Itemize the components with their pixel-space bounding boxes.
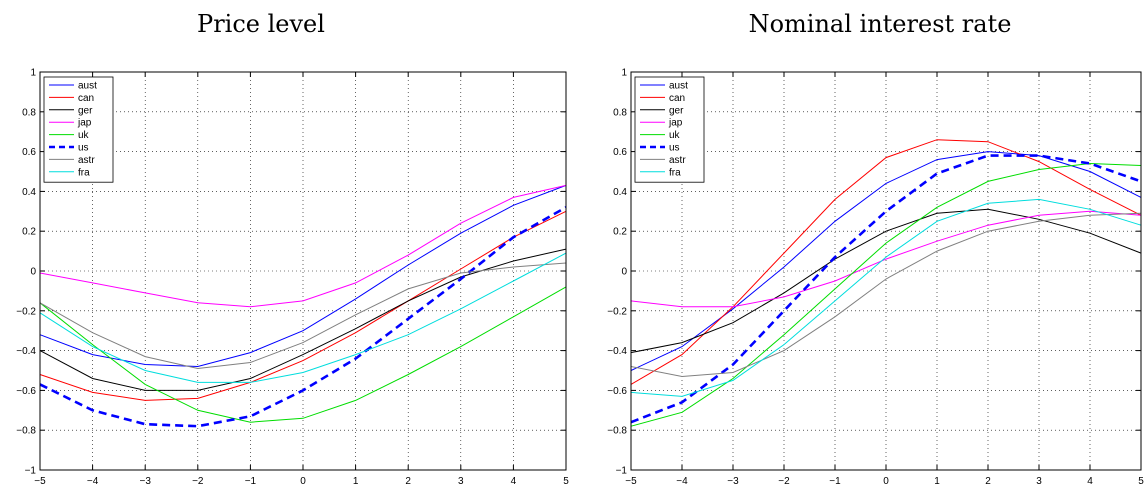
legend-label-jap: jap [77, 118, 92, 129]
legend-label-fra: fra [669, 167, 681, 178]
series-line-astr [39, 262, 567, 370]
x-tick-label: 4 [1087, 476, 1093, 487]
x-tick-label: −1 [245, 476, 257, 487]
y-tick-label: 0.4 [22, 187, 36, 198]
y-tick-label: 0.2 [22, 227, 36, 238]
legend-label-aust: aust [669, 81, 688, 92]
interest-chart: −5 −4 −3 −2 −1 0 1 2 3 4 5 −1 −0.8 −0.6 −0.4 −0.2 0 0.2 0.… [607, 68, 1144, 488]
nominal-interest-rate-title: Nominal interest rate [748, 10, 1012, 38]
x-tick-label: −2 [192, 476, 204, 487]
series-line-aust [630, 151, 1142, 371]
legend-label-uk: uk [669, 130, 681, 141]
legend-label-uk: uk [78, 130, 90, 141]
x-tick-label: 1 [353, 476, 359, 487]
y-tick-label: −0.4 [607, 346, 627, 357]
legend-label-astr: astr [78, 155, 95, 166]
x-tick-label: 3 [1036, 476, 1042, 487]
x-tick-label: −5 [625, 476, 637, 487]
legend-box [43, 76, 114, 183]
legend-label-jap: jap [668, 118, 683, 129]
legend-label-astr: astr [669, 155, 686, 166]
legend-label-can: can [78, 93, 94, 104]
y-tick-label: −0.6 [607, 386, 627, 397]
x-tick-label: −4 [676, 476, 688, 487]
series-line-ger [39, 248, 567, 391]
legend-label-ger: ger [78, 105, 93, 116]
x-tick-label: 0 [300, 476, 306, 487]
series-line-fra [39, 252, 567, 383]
y-tick-label: −0.8 [607, 426, 627, 437]
series-line-astr [630, 212, 1142, 378]
series-line-fra [630, 198, 1142, 397]
series-line-can [39, 210, 567, 401]
y-tick-label: −0.2 [16, 306, 36, 317]
x-tick-label: 4 [511, 476, 517, 487]
series-line-uk [630, 162, 1142, 427]
legend-label-us: us [78, 143, 89, 154]
axes-box [39, 71, 567, 471]
x-tick-label: 5 [563, 476, 569, 487]
x-tick-label: −4 [87, 476, 99, 487]
legend-box [634, 76, 705, 183]
series-line-jap [630, 210, 1142, 308]
series-line-us [39, 206, 567, 428]
y-tick-label: 0.6 [613, 147, 627, 158]
y-tick-label: 0.2 [613, 227, 627, 238]
y-tick-label: 0.6 [22, 147, 36, 158]
y-tick-label: 1 [621, 68, 627, 79]
y-tick-label: 0.8 [22, 107, 36, 118]
series-line-aust [39, 184, 567, 368]
x-tick-label: −5 [34, 476, 46, 487]
legend-label-fra: fra [78, 167, 90, 178]
x-tick-label: 2 [405, 476, 411, 487]
y-tick-label: −0.2 [607, 306, 627, 317]
series-line-can [630, 139, 1142, 385]
x-tick-label: 1 [934, 476, 940, 487]
y-tick-label: 0 [30, 267, 36, 278]
y-tick-label: −1 [25, 466, 37, 477]
y-tick-label: −0.4 [16, 346, 36, 357]
x-tick-label: 2 [985, 476, 991, 487]
y-tick-label: 0 [621, 267, 627, 278]
legend-label-aust: aust [78, 81, 97, 92]
y-tick-label: 1 [30, 68, 36, 79]
legend-label-can: can [669, 93, 685, 104]
y-tick-label: 0.8 [613, 107, 627, 118]
series-line-jap [39, 184, 567, 308]
legend-label-ger: ger [669, 105, 684, 116]
x-tick-label: −2 [778, 476, 790, 487]
series-line-us [630, 154, 1142, 424]
legend-label-us: us [669, 143, 680, 154]
y-tick-label: −1 [616, 466, 628, 477]
price-chart: −5 −4 −3 −2 −1 0 1 2 3 4 5 −1 −0.8 −0.6 −0.4 −0.2 0 0.2 0.… [16, 68, 569, 488]
price-level-title: Price level [197, 10, 325, 38]
series-line-uk [39, 286, 567, 423]
series-line-ger [630, 208, 1142, 354]
x-tick-label: 5 [1138, 476, 1144, 487]
y-tick-label: 0.4 [613, 187, 627, 198]
y-tick-label: −0.8 [16, 426, 36, 437]
x-tick-label: −3 [139, 476, 151, 487]
x-tick-label: 3 [458, 476, 464, 487]
x-tick-label: 0 [883, 476, 889, 487]
x-tick-label: −3 [727, 476, 739, 487]
y-tick-label: −0.6 [16, 386, 36, 397]
x-tick-label: −1 [829, 476, 841, 487]
